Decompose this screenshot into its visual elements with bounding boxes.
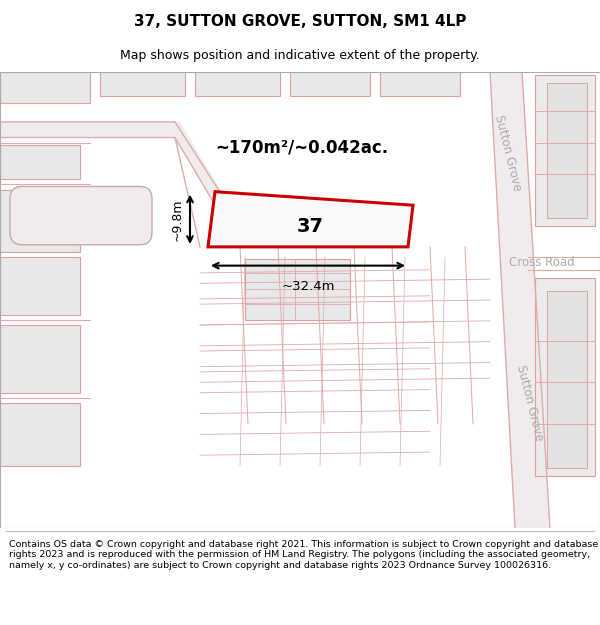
Polygon shape (0, 145, 80, 179)
Polygon shape (0, 122, 245, 247)
Polygon shape (547, 291, 587, 468)
Text: Cross Road: Cross Road (509, 256, 575, 269)
Text: ~170m²/~0.042ac.: ~170m²/~0.042ac. (215, 139, 388, 157)
Text: 37, SUTTON GROVE, SUTTON, SM1 4LP: 37, SUTTON GROVE, SUTTON, SM1 4LP (134, 14, 466, 29)
Polygon shape (0, 72, 90, 103)
Text: Map shows position and indicative extent of the property.: Map shows position and indicative extent… (120, 49, 480, 62)
Polygon shape (0, 325, 80, 392)
Text: 37: 37 (296, 216, 323, 236)
Polygon shape (0, 189, 80, 252)
Polygon shape (0, 403, 80, 466)
Text: ~9.8m: ~9.8m (171, 198, 184, 241)
Polygon shape (0, 258, 80, 314)
Polygon shape (208, 192, 413, 247)
Polygon shape (290, 72, 370, 96)
Polygon shape (100, 72, 185, 96)
Text: ~32.4m: ~32.4m (281, 280, 335, 293)
Text: Sutton Grove: Sutton Grove (514, 364, 546, 442)
Polygon shape (547, 83, 587, 217)
Text: Sutton Grove: Sutton Grove (492, 114, 524, 192)
Polygon shape (245, 259, 350, 320)
Polygon shape (195, 72, 280, 96)
Polygon shape (535, 75, 595, 226)
FancyBboxPatch shape (10, 186, 152, 245)
Polygon shape (380, 72, 460, 96)
Polygon shape (535, 278, 595, 476)
Polygon shape (490, 72, 550, 528)
Text: Contains OS data © Crown copyright and database right 2021. This information is : Contains OS data © Crown copyright and d… (9, 540, 598, 569)
